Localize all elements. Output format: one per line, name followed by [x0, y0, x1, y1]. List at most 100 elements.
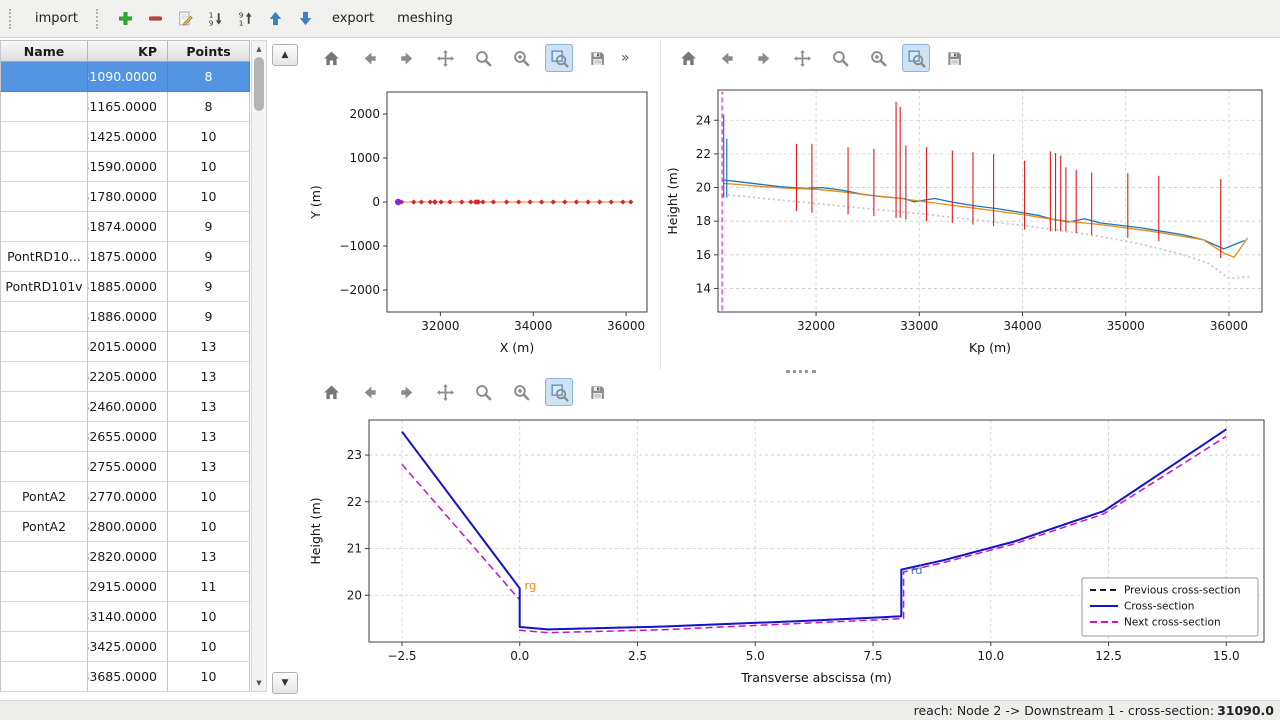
cell-name — [0, 332, 88, 362]
move-row-up-button[interactable]: ▲ — [272, 44, 298, 66]
zoom-rect-button[interactable] — [545, 44, 573, 72]
axis-ticks: −2.5 0.0 2.5 5.0 7.5 10.0 12.5 15.0 20 21 22 23 — [347, 448, 1240, 663]
forward-button[interactable] — [393, 44, 421, 72]
splitter-grip-icon[interactable] — [786, 370, 816, 373]
table-row[interactable]: 31874.0000 9 — [0, 212, 250, 242]
toolbar-overflow-button[interactable]: » — [621, 50, 630, 66]
svg-text:−2.5: −2.5 — [387, 649, 416, 663]
table-row[interactable]: 33140.0000 10 — [0, 602, 250, 632]
table-row[interactable]: 31780.0000 10 — [0, 182, 250, 212]
svg-text:22: 22 — [696, 147, 711, 161]
cell-points: 9 — [168, 212, 250, 242]
move-up-button[interactable] — [262, 5, 289, 32]
scrollbar-thumb[interactable] — [254, 57, 264, 111]
table-row[interactable]: 31590.0000 10 — [0, 152, 250, 182]
horizontal-splitter[interactable] — [300, 369, 1280, 374]
table-row[interactable]: 33425.0000 10 — [0, 632, 250, 662]
pan-button[interactable] — [431, 378, 459, 406]
save-icon — [590, 385, 604, 399]
zoom-in-button[interactable] — [864, 44, 892, 72]
table-row[interactable]: 32755.0000 13 — [0, 452, 250, 482]
series-cross-section — [401, 428, 1227, 631]
cell-points: 10 — [168, 632, 250, 662]
pan-button[interactable] — [788, 44, 816, 72]
column-header-kp[interactable]: KP — [88, 40, 168, 62]
table-row[interactable]: 32820.0000 13 — [0, 542, 250, 572]
table-row[interactable]: PontA2 32800.0000 10 — [0, 512, 250, 542]
cell-points: 13 — [168, 422, 250, 452]
table-row[interactable]: 31090.0000 8 — [0, 62, 250, 92]
table-row[interactable]: 32655.0000 13 — [0, 422, 250, 452]
home-button[interactable] — [317, 378, 345, 406]
cell-points: 13 — [168, 452, 250, 482]
move-row-down-button[interactable]: ▼ — [272, 672, 298, 694]
x-axis-label: Kp (m) — [969, 340, 1011, 355]
zoom-button[interactable] — [469, 378, 497, 406]
back-button[interactable] — [355, 378, 383, 406]
add-button[interactable] — [112, 5, 139, 32]
back-button[interactable] — [712, 44, 740, 72]
cell-points: 9 — [168, 302, 250, 332]
column-header-points[interactable]: Points — [168, 40, 250, 62]
table-row[interactable]: PontA2 32770.0000 10 — [0, 482, 250, 512]
table-row[interactable]: 33685.0000 10 — [0, 662, 250, 692]
remove-button[interactable] — [142, 5, 169, 32]
cell-kp: 31874.0000 — [88, 212, 168, 242]
table-row[interactable]: 31165.0000 8 — [0, 92, 250, 122]
zoom-rect-button[interactable] — [545, 378, 573, 406]
table-row[interactable]: 31425.0000 10 — [0, 122, 250, 152]
scroll-down-icon[interactable]: ▼ — [256, 679, 262, 687]
zoom-in-button[interactable] — [507, 44, 535, 72]
table-row[interactable]: 32015.0000 13 — [0, 332, 250, 362]
save-button[interactable] — [583, 44, 611, 72]
table-row[interactable]: 32460.0000 13 — [0, 392, 250, 422]
svg-text:9: 9 — [209, 19, 214, 27]
column-header-name[interactable]: Name — [0, 40, 88, 62]
table-row[interactable]: 32915.0000 11 — [0, 572, 250, 602]
menu-import[interactable]: import — [35, 11, 78, 26]
svg-text:2.5: 2.5 — [628, 649, 647, 663]
cell-kp: 32915.0000 — [88, 572, 168, 602]
cell-name — [0, 362, 88, 392]
x-axis-label: X (m) — [500, 340, 534, 355]
table-row[interactable]: PontRD101v 31885.0000 9 — [0, 272, 250, 302]
cell-name — [0, 572, 88, 602]
zoom-in-button[interactable] — [507, 378, 535, 406]
zoom-rect-button[interactable] — [902, 44, 930, 72]
menu-export[interactable]: export — [331, 11, 375, 26]
svg-text:Previous cross-section: Previous cross-section — [1124, 585, 1241, 597]
save-button[interactable] — [940, 44, 968, 72]
pan-icon — [436, 49, 454, 67]
zoom-button[interactable] — [469, 44, 497, 72]
vertical-splitter[interactable] — [660, 40, 661, 370]
pan-button[interactable] — [431, 44, 459, 72]
zoom-button[interactable] — [826, 44, 854, 72]
save-button[interactable] — [583, 378, 611, 406]
cross-section-chart[interactable]: −2.5 0.0 2.5 5.0 7.5 10.0 12.5 15.0 20 21 22 23 Tran… — [305, 410, 1278, 698]
forward-button[interactable] — [750, 44, 778, 72]
back-button[interactable] — [355, 44, 383, 72]
svg-text:34000: 34000 — [1003, 319, 1041, 333]
home-button[interactable] — [317, 44, 345, 72]
table-row[interactable]: 31886.0000 9 — [0, 302, 250, 332]
move-down-button[interactable] — [292, 5, 319, 32]
plan-view-chart[interactable]: 32000 34000 36000 −2000 −1000 0 1000 2000 X (m) Y… — [305, 76, 659, 370]
svg-text:23: 23 — [347, 448, 362, 462]
longitudinal-profile-chart[interactable]: 32000 33000 34000 35000 36000 14 16 18 20 22 24 Kp … — [662, 76, 1278, 370]
edit-button[interactable] — [172, 5, 199, 32]
series-left-bank — [723, 179, 1245, 250]
longitudinal-profile-panel: 32000 33000 34000 35000 36000 14 16 18 20 22 24 Kp … — [662, 40, 1278, 370]
forward-button[interactable] — [393, 378, 421, 406]
menu-meshing[interactable]: meshing — [397, 11, 453, 26]
zoom-in-icon — [513, 384, 529, 400]
toolbar-grip-icon — [9, 8, 17, 29]
table-row[interactable]: PontRD10... 31875.0000 9 — [0, 242, 250, 272]
scroll-up-icon[interactable]: ▲ — [256, 45, 262, 53]
home-button[interactable] — [674, 44, 702, 72]
table-row[interactable]: 32205.0000 13 — [0, 362, 250, 392]
table-scrollbar[interactable]: ▲ ▼ — [251, 40, 267, 692]
legend: Previous cross-section Cross-section Next … — [1081, 577, 1259, 637]
